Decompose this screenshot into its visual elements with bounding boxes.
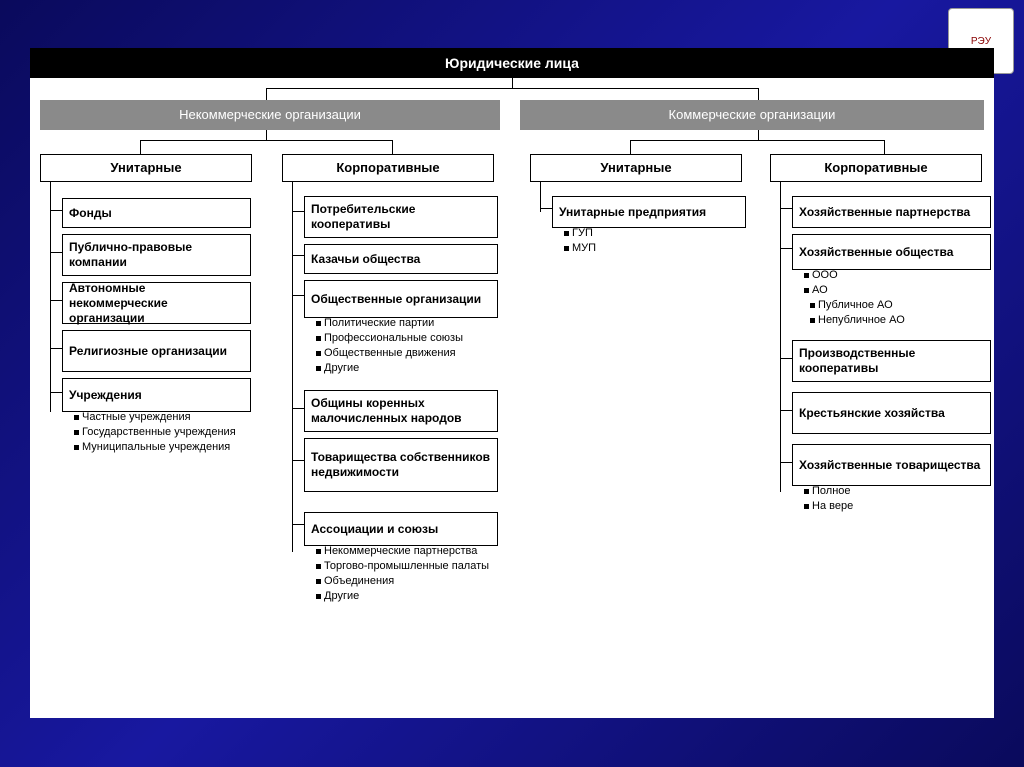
box-c2-6: Ассоциации и союзы (304, 512, 498, 546)
box-c2-1: Потребительские кооперативы (304, 196, 498, 238)
slide: РЭУ Юридические лица Некоммерческие орга… (0, 0, 1024, 767)
box-c2-5: Товарищества собственников недвижимости (304, 438, 498, 492)
sublist-c2-3: Политические партииПрофессиональные союз… (316, 316, 496, 375)
sublist-c2-6: Некоммерческие партнерстваТоргово-промыш… (316, 544, 496, 603)
col-header-c2: Корпоративные (282, 154, 494, 182)
box-c4-1: Хозяйственные партнерства (792, 196, 991, 228)
sublist-c1-5: Частные учрежденияГосударственные учрежд… (74, 410, 254, 455)
box-c2-2: Казачьи общества (304, 244, 498, 274)
box-c3-1: Унитарные предприятия (552, 196, 746, 228)
box-c1-4: Религиозные организации (62, 330, 251, 372)
sublist-c4-5: ПолноеНа вере (804, 484, 964, 514)
branch-commercial: Коммерческие организации (520, 100, 984, 130)
col-header-c4: Корпоративные (770, 154, 982, 182)
box-c1-1: Фонды (62, 198, 251, 228)
box-c4-2: Хозяйственные общества (792, 234, 991, 270)
diagram-panel: Юридические лица Некоммерческие организа… (30, 48, 994, 718)
col-header-c1: Унитарные (40, 154, 252, 182)
box-c4-5: Хозяйственные товарищества (792, 444, 991, 486)
box-c2-4: Общины коренных малочисленных народов (304, 390, 498, 432)
sublist-c4-2: ОООАО Публичное АОНепубличное АО (804, 268, 984, 327)
root-node: Юридические лица (30, 48, 994, 78)
box-c1-2: Публично-правовые компании (62, 234, 251, 276)
box-c4-3: Производственные кооперативы (792, 340, 991, 382)
box-c1-5: Учреждения (62, 378, 251, 412)
box-c2-3: Общественные организации (304, 280, 498, 318)
col-header-c3: Унитарные (530, 154, 742, 182)
branch-noncommercial: Некоммерческие организации (40, 100, 500, 130)
box-c4-4: Крестьянские хозяйства (792, 392, 991, 434)
box-c1-3: Автономные некоммерческие организации (62, 282, 251, 324)
sublist-c3-1: ГУПМУП (564, 226, 724, 256)
